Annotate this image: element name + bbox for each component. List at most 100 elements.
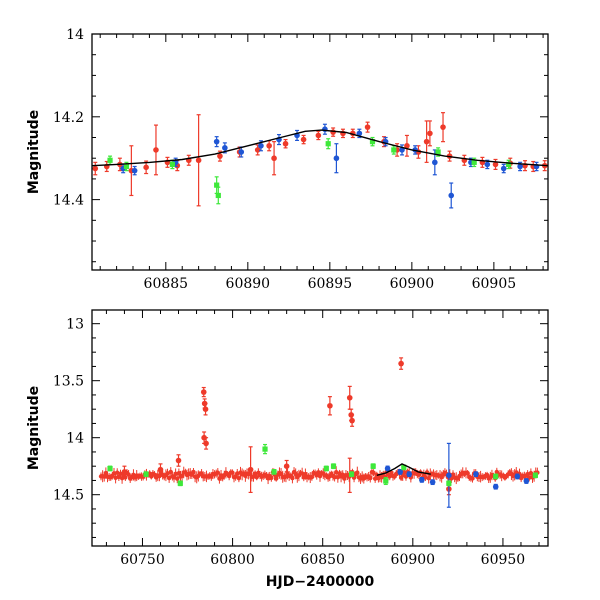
baseline-point <box>342 476 347 481</box>
top-plot-frame <box>91 33 549 271</box>
baseline-point <box>102 474 107 479</box>
red-point <box>202 406 209 412</box>
red-point <box>349 417 355 424</box>
green-point <box>506 161 512 168</box>
blue-point <box>356 130 363 137</box>
x-tick-label: 60750 <box>120 552 165 568</box>
y-tick-label: 14.5 <box>53 488 84 504</box>
red-point <box>300 136 307 143</box>
top-panel: 60885 60890 60895 60900 60905 14 14.2 14.4 Mag… <box>26 27 549 292</box>
red-point <box>153 147 159 153</box>
baseline-point <box>484 472 490 478</box>
blue-point <box>238 149 245 155</box>
green-point <box>493 473 499 480</box>
model-curve <box>92 129 548 167</box>
blue-point <box>258 142 264 149</box>
baseline-point <box>254 474 259 480</box>
red-point <box>143 164 149 171</box>
blue-point <box>517 163 523 170</box>
green-point <box>177 480 183 486</box>
x-tick-label: 60850 <box>300 552 345 568</box>
baseline-point <box>355 470 360 475</box>
y-tick-label: 13 <box>66 317 84 333</box>
baseline-point <box>175 476 180 481</box>
red-point <box>157 466 164 473</box>
green-point <box>391 147 397 153</box>
bottom-panel: 60750 60800 60850 60900 60950 13 13.5 14 14.5 M… <box>26 309 549 590</box>
y-tick-label: 14 <box>66 27 84 43</box>
red-point <box>203 440 209 447</box>
blue-point <box>500 165 507 172</box>
baseline-point <box>387 474 392 479</box>
baseline-point <box>301 475 306 480</box>
blue-point <box>429 479 436 485</box>
red-point <box>200 389 207 395</box>
baseline-point <box>402 470 407 475</box>
blue-point <box>514 473 521 480</box>
y-tick-label: 14.2 <box>53 110 84 126</box>
x-tick-label: 60885 <box>144 276 189 292</box>
red-point <box>266 142 272 149</box>
baseline-point <box>236 476 242 481</box>
green-point <box>262 446 268 452</box>
x-tick-label: 60950 <box>481 552 526 568</box>
blue-point <box>448 192 455 199</box>
red-point <box>315 132 322 139</box>
baseline-point <box>230 470 235 475</box>
red-point <box>427 130 433 137</box>
baseline-point <box>176 470 182 476</box>
blue-point <box>419 477 425 483</box>
x-tick-label: 60895 <box>308 276 353 292</box>
blue-point <box>446 472 452 479</box>
blue-point <box>131 167 138 174</box>
blue-point <box>333 155 340 162</box>
x-tick-label: 60900 <box>391 552 436 568</box>
green-point <box>143 471 149 477</box>
red-point <box>330 129 336 135</box>
green-point <box>330 463 337 469</box>
green-point <box>471 159 477 165</box>
blue-point <box>213 138 220 145</box>
green-point <box>123 163 130 170</box>
green-point <box>323 465 329 472</box>
y-tick-label: 14.4 <box>53 193 84 209</box>
baseline-point <box>179 473 185 479</box>
blue-point <box>399 147 405 153</box>
green-point <box>446 480 452 486</box>
green-point <box>107 465 113 472</box>
green-point <box>435 149 441 155</box>
blue-point <box>222 145 228 151</box>
red-point <box>175 457 182 464</box>
red-point <box>364 124 371 130</box>
blue-point <box>484 161 491 168</box>
baseline-point <box>215 470 221 475</box>
blue-point <box>432 159 438 166</box>
green-point <box>532 472 538 478</box>
red-point <box>282 140 289 147</box>
baseline-point <box>465 470 470 476</box>
y-tick-label: 13.5 <box>53 374 84 390</box>
baseline-point <box>274 476 279 481</box>
baseline-point <box>126 472 131 477</box>
bottom-plot-area <box>98 357 540 508</box>
green-point <box>325 141 331 147</box>
baseline-point <box>290 475 295 481</box>
green-point <box>271 469 277 475</box>
x-tick-label: 60890 <box>226 276 271 292</box>
model-curve <box>376 463 431 476</box>
blue-point <box>492 483 499 490</box>
baseline-point <box>309 474 315 480</box>
baseline-point <box>168 469 173 475</box>
baseline-point <box>528 470 534 476</box>
baseline-point <box>191 469 196 475</box>
green-point <box>383 478 389 484</box>
green-point <box>401 464 407 470</box>
red-point <box>121 469 128 475</box>
blue-point <box>523 478 530 484</box>
red-point <box>492 161 499 168</box>
green-point <box>369 139 376 145</box>
red-point <box>217 153 223 159</box>
baseline-point <box>470 476 475 481</box>
plot-marks <box>98 357 540 508</box>
red-point <box>440 124 446 130</box>
